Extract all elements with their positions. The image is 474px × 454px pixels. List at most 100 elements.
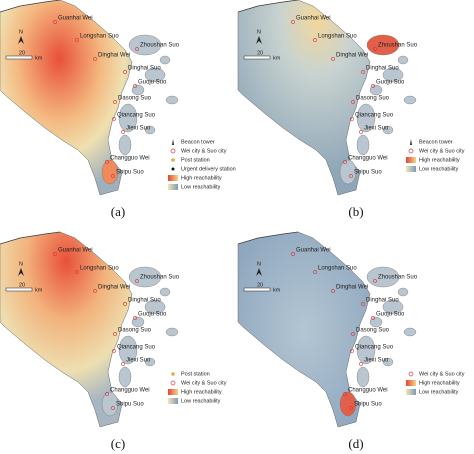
city-marker	[113, 332, 117, 336]
map-panel: N 20 km Guanhai Wei Longshan Suo Dinghai Wei Z…	[237, 231, 465, 451]
city-marker	[105, 392, 109, 396]
city-marker	[112, 349, 116, 353]
north-arrow	[256, 36, 262, 44]
place-label: Qiancang Suo	[355, 113, 394, 119]
panels: N 20 km Guanhai Wei Longshan Suo Dinghai Wei Z…	[0, 0, 465, 451]
place-label: Guanhai Wei	[296, 16, 331, 22]
city-marker	[53, 252, 57, 256]
scale-unit: km	[35, 287, 43, 293]
place-label: Shipu Suo	[116, 402, 144, 408]
city-marker	[75, 38, 79, 42]
scale-bar	[243, 55, 271, 60]
legend-label: Low reachability	[181, 398, 221, 404]
city-marker	[359, 362, 363, 366]
island	[356, 335, 376, 365]
place-label: Dinghai Suo	[366, 66, 399, 72]
city-marker	[133, 316, 137, 320]
place-label: Jiexi Suo	[364, 126, 389, 132]
island	[339, 391, 357, 417]
place-label: Shipu Suo	[354, 170, 382, 176]
island	[144, 125, 156, 135]
mainland	[0, 231, 133, 428]
island	[144, 67, 166, 83]
panel-caption: (d)	[348, 436, 363, 451]
legend-label: High reachability	[419, 380, 460, 386]
island	[165, 327, 179, 337]
island	[159, 55, 171, 65]
place-label: Changguo Wei	[348, 388, 388, 394]
place-label: Dasong Suo	[118, 328, 152, 334]
place-label: Qiancang Suo	[355, 345, 394, 351]
legend-label: Urgent delivery station	[181, 166, 236, 172]
coast-outline	[0, 231, 61, 245]
place-label: Guanhai Wei	[296, 248, 331, 254]
city-marker	[113, 100, 117, 104]
island	[382, 67, 404, 83]
island	[131, 84, 145, 96]
legend-marker	[171, 372, 175, 376]
place-label: Dinghai Suo	[128, 66, 161, 72]
island	[128, 34, 162, 56]
city-marker	[291, 252, 295, 256]
island	[165, 95, 179, 105]
place-label: Changguo Wei	[110, 388, 150, 394]
island	[382, 299, 404, 315]
island	[397, 55, 409, 65]
city-marker	[121, 362, 125, 366]
mainland	[0, 0, 133, 196]
legend-ramp	[168, 184, 178, 190]
island	[356, 103, 376, 133]
legend-marker	[408, 371, 414, 377]
city-marker	[371, 84, 375, 88]
legend-marker	[408, 148, 414, 154]
island	[403, 327, 417, 337]
legend-label: High reachability	[419, 157, 460, 163]
place-label: Dinghai Wei	[98, 53, 130, 59]
place-label: Qiancang Suo	[117, 345, 156, 351]
island	[101, 391, 119, 417]
north-arrow	[18, 268, 24, 276]
scale-unit: km	[273, 55, 281, 61]
legend-marker	[170, 380, 176, 386]
island	[101, 159, 119, 185]
legend-label: Wei city & Suo city	[181, 380, 227, 386]
legend-ramp	[406, 157, 416, 163]
place-label: Dinghai Suo	[366, 298, 399, 304]
legend-label: Post station	[181, 157, 210, 163]
legend-label: Wei city & Suo city	[419, 148, 465, 154]
legend-marker	[170, 148, 176, 154]
scale-distance: 20	[257, 50, 263, 56]
place-label: Guoju Suo	[376, 80, 405, 86]
legend-label: Low reachability	[181, 184, 221, 190]
island	[159, 287, 171, 297]
map-panel: N 20 km Guanhai Wei Longshan Suo Dinghai Wei Z…	[0, 231, 227, 451]
city-marker	[361, 302, 365, 306]
city-marker	[112, 117, 116, 121]
legend-label: Post station	[181, 371, 210, 377]
city-marker	[371, 316, 375, 320]
place-label: Guoju Suo	[138, 312, 167, 318]
city-marker	[135, 47, 139, 51]
place-label: Zhoushan Suo	[378, 275, 418, 281]
city-marker	[351, 100, 355, 104]
place-label: Longshan Suo	[318, 266, 357, 272]
scale-bar	[5, 55, 33, 60]
city-marker	[133, 84, 137, 88]
island	[366, 266, 400, 288]
place-label: Jiexi Suo	[126, 126, 151, 132]
place-label: Zhoushan Suo	[378, 43, 418, 49]
place-label: Jiexi Suo	[364, 358, 389, 364]
island	[339, 159, 357, 185]
coast-outline	[0, 0, 61, 13]
place-label: Dinghai Wei	[98, 285, 130, 291]
legend-ramp	[406, 380, 416, 386]
city-marker	[343, 160, 347, 164]
island	[403, 95, 417, 105]
place-label: Jiexi Suo	[126, 358, 151, 364]
place-label: Shipu Suo	[116, 170, 144, 176]
city-marker	[123, 70, 127, 74]
city-marker	[350, 117, 354, 121]
north-label: N	[257, 261, 261, 267]
city-marker	[331, 289, 335, 293]
